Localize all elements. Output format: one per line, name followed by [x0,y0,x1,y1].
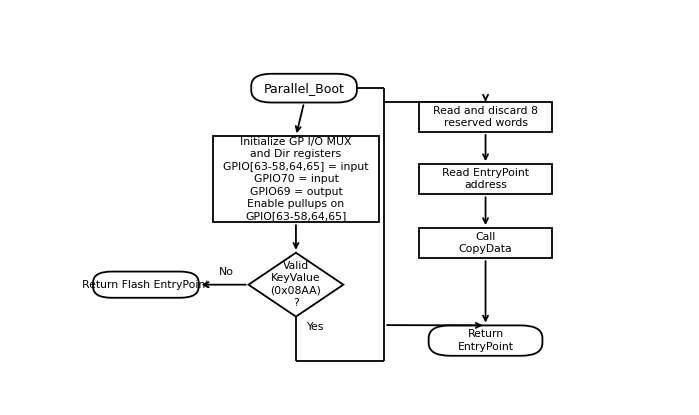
Bar [419,102,552,132]
Bar [419,164,552,194]
Text: Call
CopyData: Call CopyData [459,232,512,254]
Text: Return
EntryPoint: Return EntryPoint [458,330,514,352]
FancyBboxPatch shape [251,74,357,103]
Text: Read and discard 8
reserved words: Read and discard 8 reserved words [433,106,538,128]
Text: Read EntryPoint
address: Read EntryPoint address [442,168,529,190]
Text: Initialize GP I/O MUX
and Dir registers
GPIO[63-58,64,65] = input
GPIO70 = input: Initialize GP I/O MUX and Dir registers … [223,137,368,222]
Text: Parallel_Boot: Parallel_Boot [264,82,345,95]
Text: Return Flash EntryPoint: Return Flash EntryPoint [82,280,210,290]
Text: Valid
KeyValue
(0x08AA)
?: Valid KeyValue (0x08AA) ? [271,261,322,308]
Bar [419,228,552,258]
Text: No: No [219,267,234,277]
FancyBboxPatch shape [93,271,199,298]
Text: Yes: Yes [305,322,323,332]
Polygon shape [249,253,343,317]
FancyBboxPatch shape [428,325,542,356]
Bar [213,136,379,222]
